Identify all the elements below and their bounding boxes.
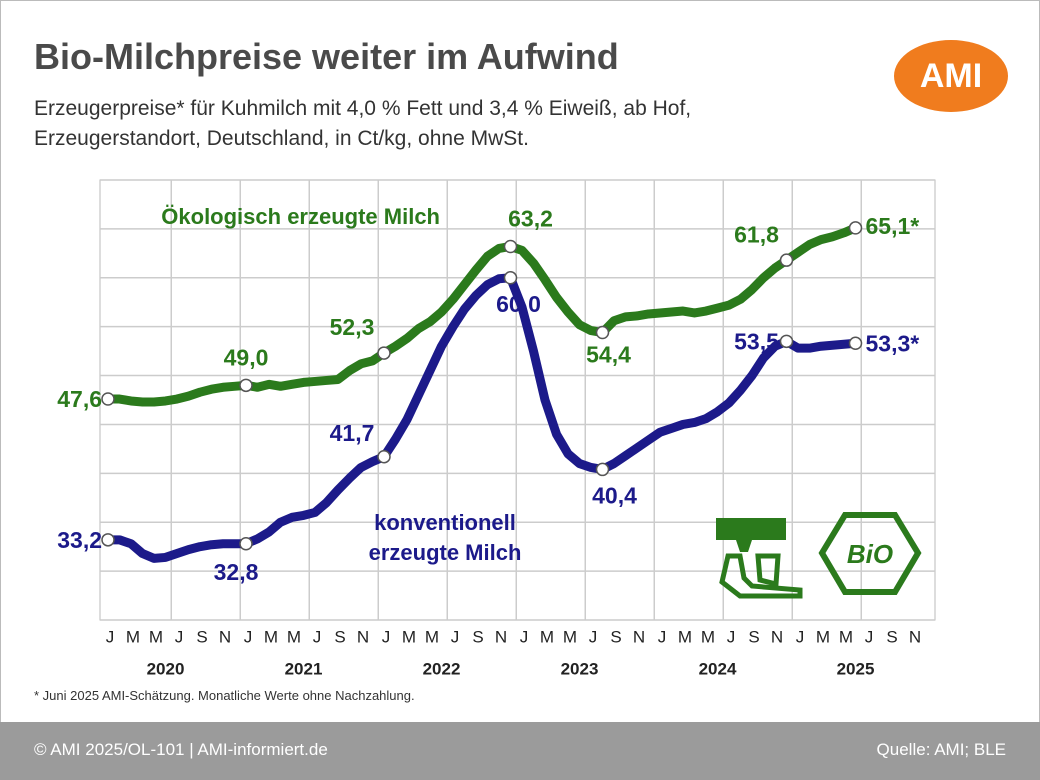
series-line [103,273,860,563]
x-tick-label: S [886,627,897,646]
x-tick-label: J [589,627,598,646]
x-tick-label: M [264,627,278,646]
data-label: 65,1* [866,213,920,239]
x-tick-label: J [106,627,115,646]
x-tick-label: N [357,627,369,646]
x-tick-label: M [287,627,301,646]
x-group-label: 2020 [147,659,185,678]
x-tick-label: M [425,627,439,646]
x-tick-label: S [610,627,621,646]
chart-title: Bio-Milchpreise weiter im Aufwind [34,36,619,77]
series-label: Ökologisch erzeugte Milch [161,204,440,229]
data-label: 49,0 [224,344,269,370]
x-tick-label: J [865,627,874,646]
x-tick-label: S [472,627,483,646]
x-group-label: 2021 [285,659,323,678]
x-tick-label: M [540,627,554,646]
x-tick-label: S [196,627,207,646]
data-label: 54,4 [586,342,631,368]
data-point [503,271,518,285]
x-tick-label: J [313,627,322,646]
x-tick-label: J [796,627,805,646]
data-point [101,533,115,547]
data-point [595,462,610,477]
data-point [503,239,518,254]
data-label: 53,3* [866,330,920,356]
x-tick-label: J [175,627,184,646]
data-point [239,378,253,393]
x-tick-label: M [149,627,163,646]
x-group-label: 2023 [561,659,599,678]
icon [716,518,786,552]
series-line [103,223,860,407]
x-group-label: 2025 [837,659,875,678]
data-point [779,253,794,267]
data-label: 61,8 [734,221,779,247]
data-label: 32,8 [214,559,259,585]
data-point [377,346,391,360]
footer-right: Quelle: AMI; BLE [876,740,1006,759]
footnote: * Juni 2025 AMI-Schätzung. Monatliche We… [34,688,415,703]
logo-text: AMI [920,57,982,95]
x-tick-label: M [402,627,416,646]
x-tick-label: N [219,627,231,646]
data-label: 41,7 [330,420,375,446]
icon [719,553,803,599]
data-point [848,221,863,235]
footer-bar [0,722,1040,780]
x-group-label: 2024 [699,659,737,678]
chart-subtitle: Erzeugerpreise* für Kuhmilch mit 4,0 % F… [34,97,692,150]
x-tick-label: J [520,627,529,646]
x-tick-label: N [909,627,921,646]
footer-left: © AMI 2025/OL-101 | AMI-informiert.de [34,740,328,759]
x-tick-label: M [678,627,692,646]
data-point [377,449,391,464]
badge-text: BiO [847,539,893,569]
x-tick-label: M [701,627,715,646]
x-tick-label: S [334,627,345,646]
x-tick-label: N [495,627,507,646]
x-tick-label: M [816,627,830,646]
data-label: 52,3 [330,314,375,340]
data-label: 53,5 [734,328,779,354]
x-tick-label: J [244,627,253,646]
data-label: 60,0 [496,291,541,317]
data-point [848,336,863,351]
x-tick-label: J [451,627,460,646]
x-tick-label: J [727,627,736,646]
series-label: konventionell erzeugte Milch [368,510,522,565]
data-point [779,334,794,349]
x-tick-label: M [563,627,577,646]
x-tick-label: J [382,627,391,646]
x-tick-label: J [658,627,667,646]
badge [818,512,922,595]
x-tick-label: S [748,627,759,646]
data-label: 33,2 [57,527,102,553]
data-point [239,536,253,551]
data-label: 63,2 [508,206,553,232]
x-tick-label: N [633,627,645,646]
data-point [595,325,610,340]
x-tick-label: N [771,627,783,646]
x-tick-label: M [126,627,140,646]
logo-bg [894,40,1008,112]
x-group-label: 2022 [423,659,461,678]
x-tick-label: M [839,627,853,646]
data-point [101,392,115,406]
data-label: 40,4 [592,483,637,509]
data-label: 47,6 [57,386,102,412]
